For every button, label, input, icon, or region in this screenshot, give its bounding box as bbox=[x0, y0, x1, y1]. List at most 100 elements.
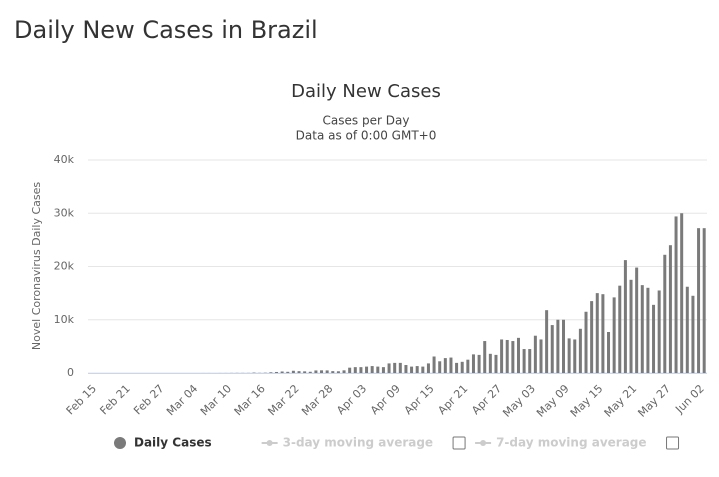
bar bbox=[568, 338, 571, 373]
bar bbox=[523, 349, 526, 373]
y-tick-label: 0 bbox=[67, 366, 74, 379]
bar bbox=[545, 310, 548, 373]
bar bbox=[461, 362, 464, 373]
bar bbox=[489, 354, 492, 373]
bar bbox=[680, 213, 683, 373]
bar bbox=[669, 245, 672, 373]
bar bbox=[416, 366, 419, 373]
bar bbox=[500, 339, 503, 373]
y-tick-label: 10k bbox=[54, 313, 75, 326]
bar bbox=[399, 363, 402, 373]
x-tick-label: Feb 15 bbox=[64, 382, 99, 417]
bar bbox=[337, 371, 340, 373]
bar bbox=[635, 268, 638, 373]
bar bbox=[517, 338, 520, 373]
bar bbox=[331, 371, 334, 373]
bar bbox=[596, 293, 599, 373]
bar bbox=[404, 365, 407, 373]
y-tick-label: 40k bbox=[54, 153, 75, 166]
bar bbox=[630, 280, 633, 373]
bar bbox=[326, 370, 329, 373]
legend-checkbox[interactable] bbox=[667, 437, 679, 449]
bar bbox=[298, 371, 301, 373]
bar bbox=[573, 339, 576, 373]
bar bbox=[675, 216, 678, 373]
bar bbox=[314, 370, 317, 373]
x-tick-label: Mar 10 bbox=[198, 382, 234, 418]
bar bbox=[646, 288, 649, 373]
bar bbox=[658, 290, 661, 373]
legend-marker[interactable] bbox=[480, 440, 486, 446]
bar bbox=[359, 367, 362, 373]
bar bbox=[607, 332, 610, 373]
y-tick-label: 30k bbox=[54, 206, 75, 219]
page-title: Daily New Cases in Brazil bbox=[14, 16, 318, 44]
x-tick-label: Mar 04 bbox=[164, 382, 200, 418]
bar bbox=[652, 305, 655, 373]
x-tick-label: May 09 bbox=[534, 382, 572, 420]
bar bbox=[455, 363, 458, 373]
bar bbox=[376, 367, 379, 373]
bar bbox=[320, 370, 323, 373]
x-tick-label: Jun 02 bbox=[672, 382, 706, 416]
bar bbox=[292, 371, 295, 373]
x-tick-label: May 03 bbox=[500, 382, 538, 420]
bar bbox=[539, 339, 542, 373]
bar bbox=[483, 341, 486, 373]
bar bbox=[472, 354, 475, 373]
bar bbox=[433, 356, 436, 373]
bar bbox=[388, 363, 391, 373]
bar bbox=[528, 349, 531, 373]
x-tick-label: Mar 28 bbox=[299, 382, 335, 418]
legend-marker[interactable] bbox=[267, 440, 273, 446]
legend-label[interactable]: 7-day moving average bbox=[496, 436, 646, 450]
bar bbox=[556, 320, 559, 373]
y-tick-label: 20k bbox=[54, 260, 75, 273]
bar bbox=[534, 336, 537, 373]
bar bbox=[393, 363, 396, 373]
bar bbox=[466, 360, 469, 373]
bar bbox=[449, 358, 452, 373]
x-tick-label: Apr 27 bbox=[469, 382, 504, 417]
bar bbox=[421, 367, 424, 373]
bar bbox=[286, 372, 289, 373]
bar bbox=[281, 371, 284, 373]
bar bbox=[303, 371, 306, 373]
legend-marker[interactable] bbox=[114, 437, 126, 449]
x-tick-label: May 15 bbox=[568, 382, 606, 420]
bar bbox=[579, 329, 582, 373]
bar bbox=[427, 363, 430, 373]
bar bbox=[551, 325, 554, 373]
bar bbox=[365, 367, 368, 373]
bar bbox=[511, 341, 514, 373]
x-tick-label: May 27 bbox=[635, 382, 673, 420]
legend-label[interactable]: Daily Cases bbox=[134, 436, 212, 450]
bar bbox=[624, 260, 627, 373]
bar bbox=[697, 228, 700, 373]
bar bbox=[663, 255, 666, 373]
bar bbox=[438, 361, 441, 373]
chart-subtitle: Cases per Day bbox=[323, 114, 410, 128]
bar bbox=[686, 287, 689, 373]
bar bbox=[343, 370, 346, 373]
legend-label[interactable]: 3-day moving average bbox=[283, 436, 433, 450]
bar bbox=[601, 294, 604, 373]
bar bbox=[371, 366, 374, 373]
bar bbox=[641, 285, 644, 373]
bar bbox=[478, 355, 481, 373]
x-tick-label: Mar 16 bbox=[232, 382, 268, 418]
bar bbox=[444, 358, 447, 373]
x-tick-label: Feb 27 bbox=[131, 382, 166, 417]
x-tick-label: Apr 15 bbox=[402, 382, 437, 417]
x-tick-label: Apr 21 bbox=[435, 382, 470, 417]
bar bbox=[348, 368, 351, 373]
chart-subtitle: Data as of 0:00 GMT+0 bbox=[296, 129, 437, 143]
legend-checkbox[interactable] bbox=[453, 437, 465, 449]
x-tick-label: Apr 09 bbox=[368, 382, 403, 417]
bar bbox=[613, 297, 616, 373]
bar bbox=[590, 301, 593, 373]
bar bbox=[410, 367, 413, 373]
chart-title: Daily New Cases bbox=[291, 81, 441, 102]
x-tick-label: Feb 21 bbox=[97, 382, 132, 417]
